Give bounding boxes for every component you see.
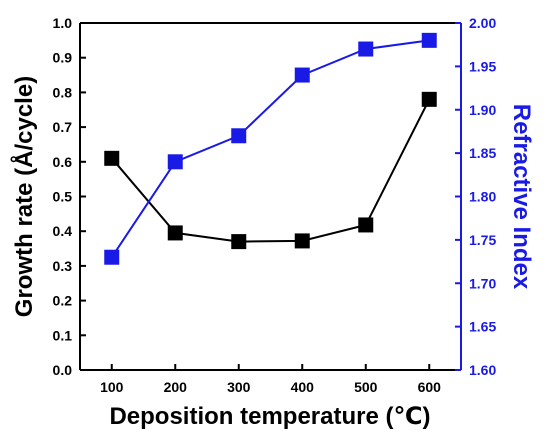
y-tick-label-left: 0.6 <box>53 154 73 170</box>
y-tick-label-right: 2.00 <box>469 15 496 31</box>
chart-marks <box>104 32 437 265</box>
series-1-point <box>358 41 374 57</box>
series-0-line <box>111 98 431 243</box>
x-tick-label: 300 <box>227 379 251 395</box>
y-tick-label-right: 1.75 <box>469 232 496 248</box>
y-tick-label-left: 0.9 <box>53 50 73 66</box>
axis-ticks: 100 200 300 400 500 600 0.0 0.1 0.2 0.3 0.4 0.5 0.6 0… <box>53 15 497 395</box>
x-tick-label: 200 <box>164 379 188 395</box>
series-1-point <box>294 67 310 83</box>
series-1-point <box>231 128 247 144</box>
y-tick-label-right: 1.70 <box>469 275 496 291</box>
x-axis-title: Deposition temperature (℃) <box>109 403 430 430</box>
y-tick-label-left: 0.0 <box>53 362 73 378</box>
y-tick-label-right: 1.80 <box>469 189 496 205</box>
x-tick-label: 500 <box>354 379 378 395</box>
series-1-point <box>167 154 183 170</box>
y-tick-label-left: 0.1 <box>53 327 73 343</box>
y-tick-label-left: 0.2 <box>53 293 73 309</box>
y-tick-label-left: 1.0 <box>53 15 73 31</box>
series-0-point <box>231 234 247 250</box>
y-tick-label-left: 0.4 <box>53 223 73 239</box>
series-0-point <box>294 233 310 249</box>
y-axis-title-left: Growth rate (Å/cycle) <box>10 76 38 317</box>
x-tick-label: 400 <box>291 379 315 395</box>
x-tick-label: 600 <box>418 379 442 395</box>
y-tick-label-left: 0.7 <box>53 119 73 135</box>
y-tick-label-right: 1.65 <box>469 319 496 335</box>
x-tick-label: 100 <box>100 379 124 395</box>
y-tick-label-left: 0.5 <box>53 189 73 205</box>
plot-area <box>80 23 461 370</box>
series-1-point <box>104 249 120 265</box>
series-1-point <box>421 32 437 48</box>
y-tick-label-right: 1.90 <box>469 102 496 118</box>
series-0-point <box>167 225 183 241</box>
y-axis-title-right: Refractive Index <box>508 104 535 290</box>
y-tick-label-right: 1.95 <box>469 58 496 74</box>
series-0-point <box>104 150 120 166</box>
series-0-point <box>358 217 374 233</box>
series-1-line <box>110 39 430 258</box>
y-tick-label-left: 0.8 <box>53 84 73 100</box>
y-tick-label-left: 0.3 <box>53 258 73 274</box>
y-tick-label-right: 1.60 <box>469 362 496 378</box>
series-0-point <box>421 91 437 107</box>
y-tick-label-right: 1.85 <box>469 145 496 161</box>
